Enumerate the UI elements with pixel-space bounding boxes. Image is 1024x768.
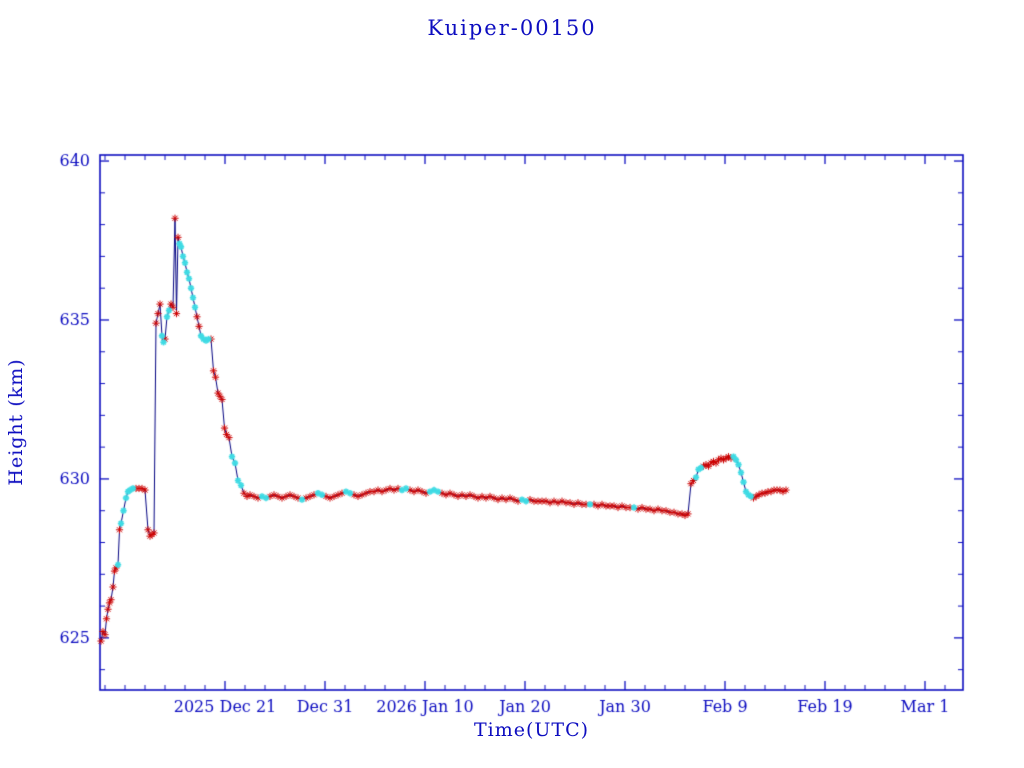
chart-title: Kuiper-00150 xyxy=(427,16,597,40)
x-axis-label: Time(UTC) xyxy=(473,719,590,741)
y-axis-label: Height (km) xyxy=(5,358,27,486)
